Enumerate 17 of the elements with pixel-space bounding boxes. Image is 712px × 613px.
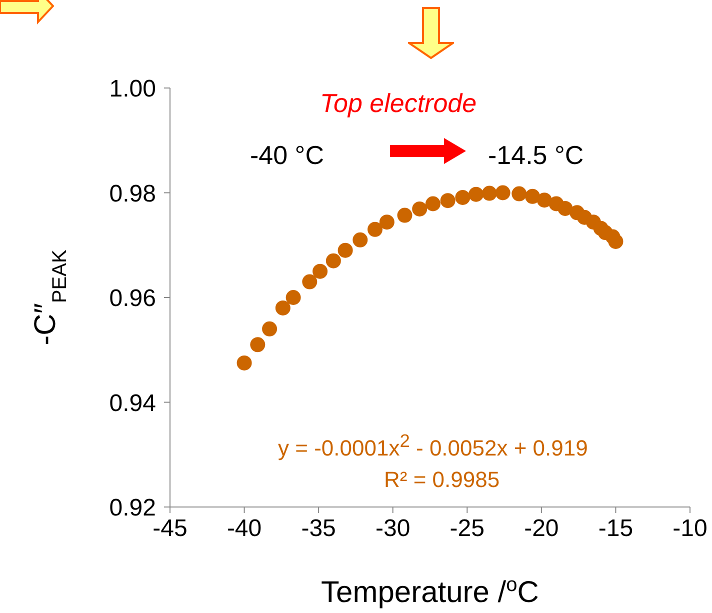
x-tick-label: -10	[672, 515, 708, 542]
y-tick-label: 1.00	[109, 76, 156, 103]
y-tick-label: 0.98	[109, 180, 156, 208]
x-tick-label: -15	[598, 515, 634, 542]
y-tick-label: 0.94	[109, 390, 156, 417]
x-tick-label: -40	[226, 515, 262, 542]
annotation: -40 °C	[250, 140, 324, 171]
annotation: y = -0.0001x$^{2}$ - 0.0052x + 0.919	[278, 430, 588, 462]
x-tick-label: -25	[450, 515, 484, 542]
annotation: Top electrode	[320, 88, 477, 119]
annotation: -14.5 °C	[488, 140, 584, 171]
x-tick-label: -30	[376, 515, 410, 542]
x-axis-title: Temperature /$^{o}$C	[321, 574, 539, 609]
annotation: R² = 0.9985	[384, 467, 500, 493]
x-tick-label: -35	[301, 515, 336, 542]
y-tick-label: 0.96	[109, 285, 156, 312]
x-tick-label: -20	[524, 515, 559, 542]
